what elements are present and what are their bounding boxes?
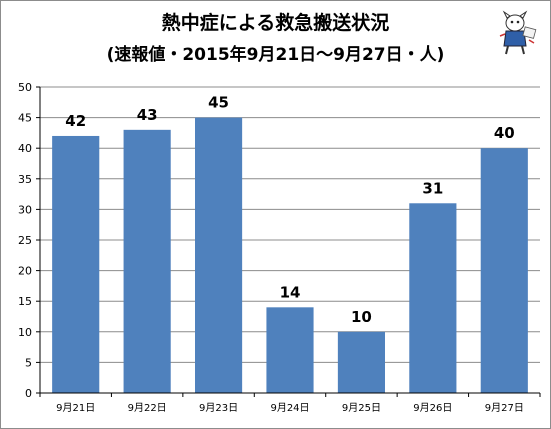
- y-tick-label: 10: [18, 326, 32, 339]
- data-label: 10: [351, 308, 372, 326]
- x-tick-label: 9月25日: [342, 402, 381, 414]
- y-tick-label: 15: [18, 295, 32, 308]
- y-tick-label: 50: [18, 81, 32, 94]
- x-tick-label: 9月27日: [485, 402, 524, 414]
- bar: [337, 331, 385, 393]
- data-label: 14: [280, 283, 301, 301]
- x-tick-label: 9月21日: [56, 402, 95, 414]
- x-tick-label: 9月22日: [128, 402, 167, 414]
- data-label: 31: [422, 179, 443, 197]
- y-tick-label: 30: [18, 203, 32, 216]
- y-tick-label: 45: [18, 112, 32, 125]
- newspaper-mascot-icon: [499, 10, 537, 55]
- y-tick-label: 20: [18, 265, 32, 278]
- data-label: 40: [494, 124, 515, 142]
- data-label: 45: [208, 94, 229, 112]
- data-label: 42: [65, 112, 86, 130]
- bar: [195, 117, 243, 393]
- x-tick-label: 9月26日: [413, 402, 452, 414]
- chart-subtitle: (速報値・2015年9月21日～9月27日・人): [106, 45, 445, 65]
- bar: [480, 148, 528, 393]
- bar: [52, 135, 100, 393]
- y-tick-label: 40: [18, 142, 32, 155]
- y-tick-label: 35: [18, 173, 32, 186]
- y-tick-label: 0: [25, 387, 32, 400]
- y-tick-label: 5: [25, 356, 32, 369]
- data-label: 43: [137, 106, 158, 124]
- x-tick-label: 9月24日: [270, 402, 309, 414]
- y-tick-label: 25: [18, 234, 32, 247]
- x-tick-label: 9月23日: [199, 402, 238, 414]
- bar: [409, 203, 457, 393]
- chart-title: 熱中症による救急搬送状況: [161, 12, 390, 34]
- bar: [123, 129, 171, 393]
- bar: [266, 307, 314, 393]
